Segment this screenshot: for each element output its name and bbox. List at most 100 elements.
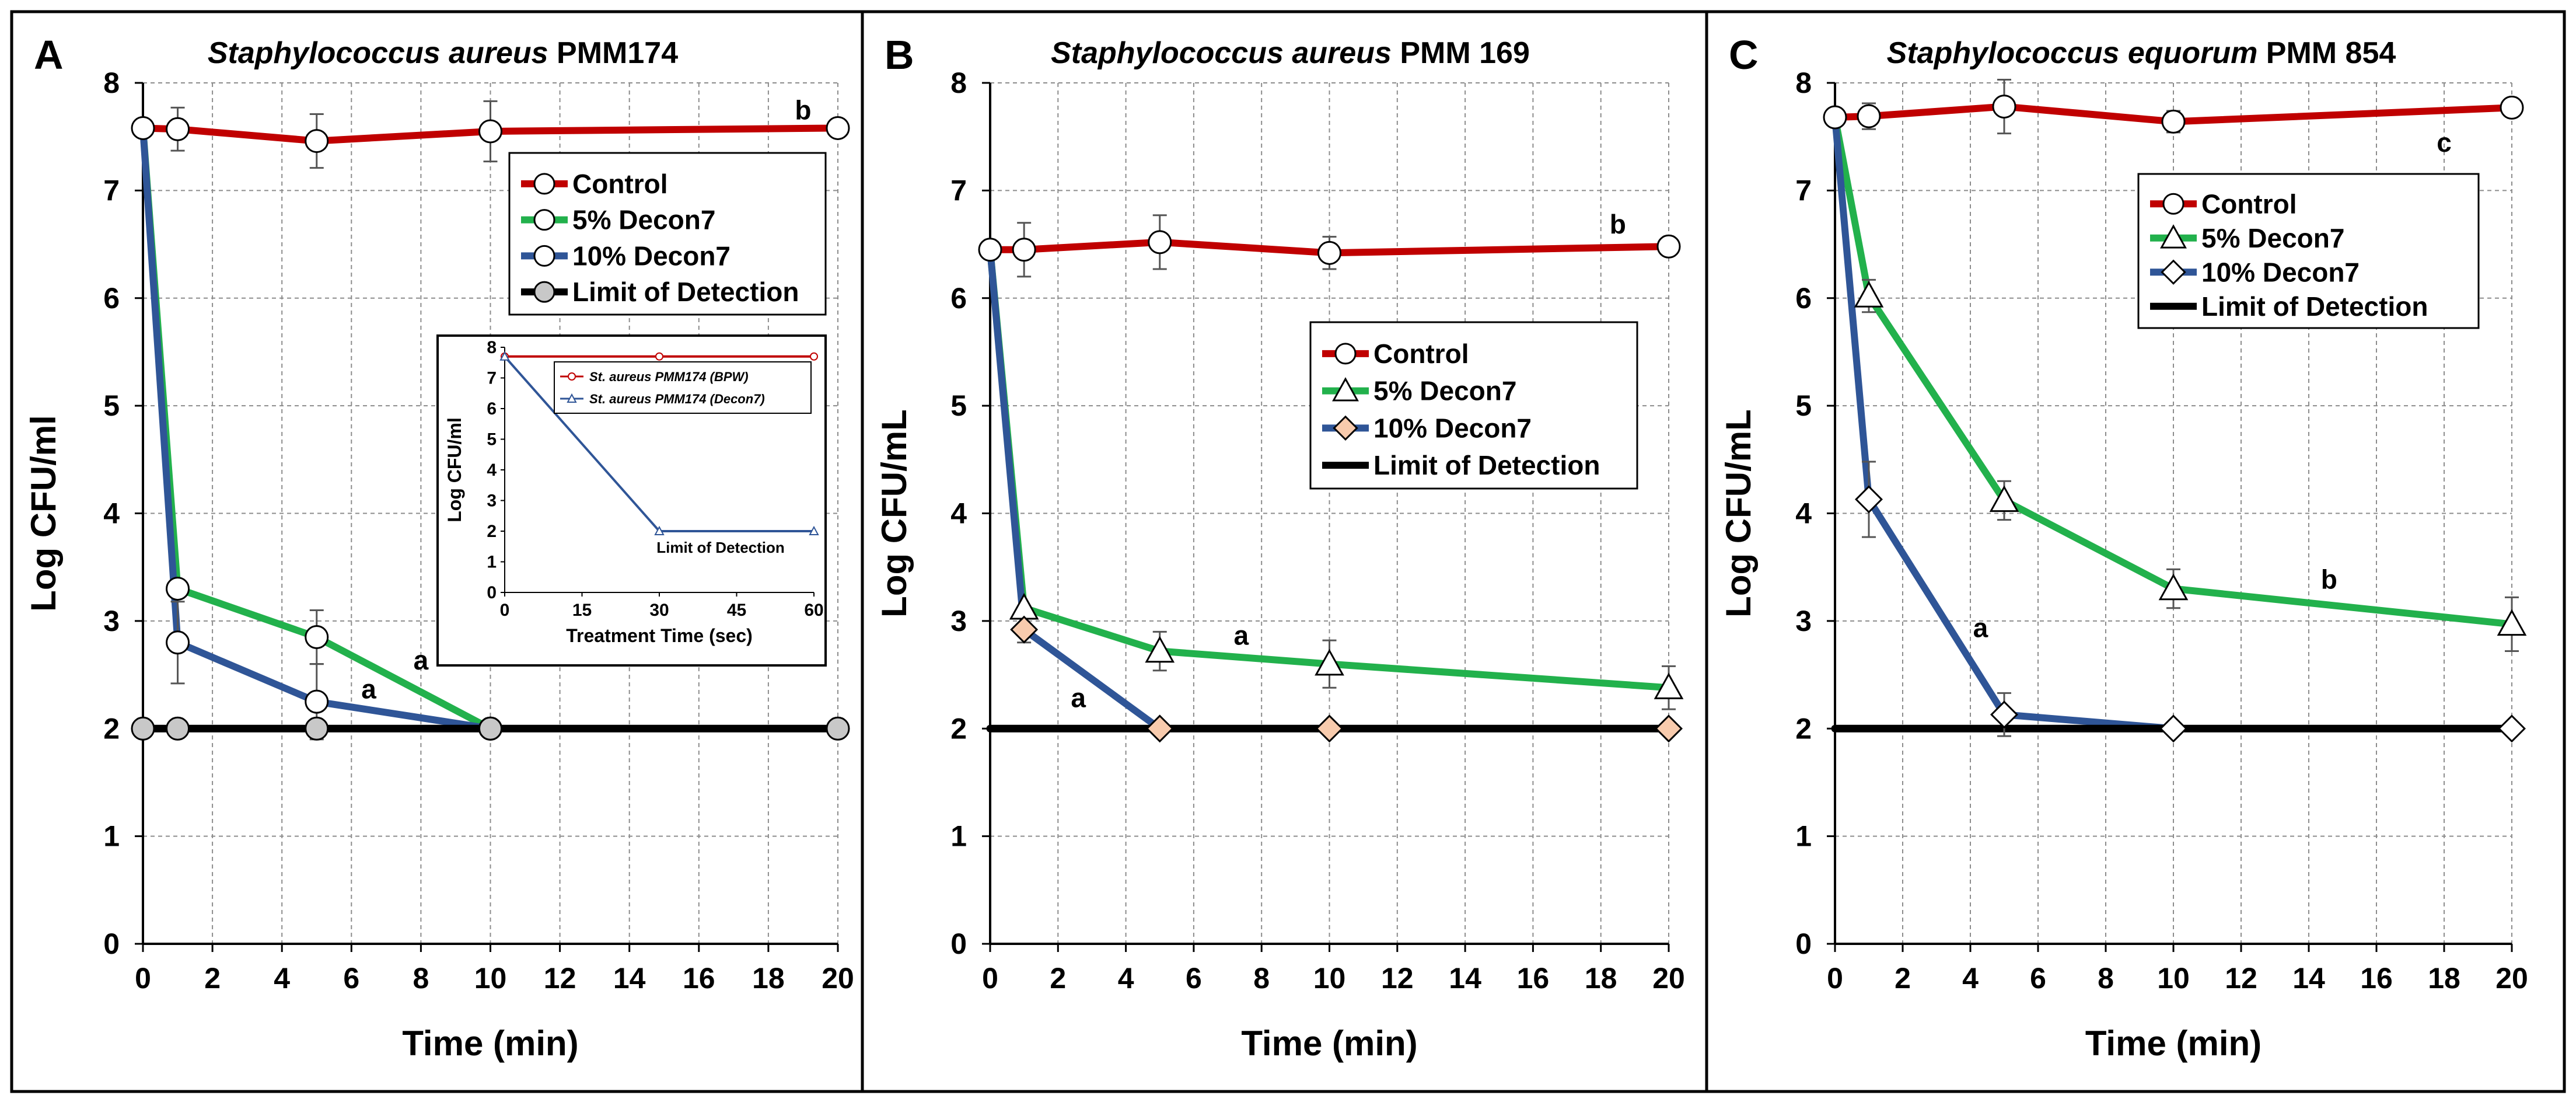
panel-letter: C xyxy=(1729,32,1759,78)
inset-y-tick-label: 6 xyxy=(487,399,497,419)
data-point xyxy=(1315,648,1344,676)
data-point xyxy=(1989,485,2019,512)
data-point xyxy=(1854,281,1884,308)
x-axis-label: Time (min) xyxy=(2085,1024,2262,1063)
significance-label: b xyxy=(795,95,811,125)
inset-legend-label: St. aureus PMM174 (BPW) xyxy=(589,369,749,384)
legend-label: Control xyxy=(572,169,668,199)
x-tick-label: 4 xyxy=(274,962,290,995)
legend-label: 5% Decon7 xyxy=(2201,223,2344,253)
data-point xyxy=(1992,95,2016,119)
data-point xyxy=(1654,672,1684,699)
data-point xyxy=(1857,104,1881,128)
x-tick-label: 8 xyxy=(2098,962,2114,995)
x-tick-label: 18 xyxy=(1585,962,1617,995)
data-point xyxy=(978,238,1002,262)
legend-marker xyxy=(1334,343,1357,365)
x-tick-label: 14 xyxy=(613,962,646,995)
inset-x-tick-label: 60 xyxy=(804,601,823,620)
x-tick-label: 14 xyxy=(2292,962,2325,995)
legend-box xyxy=(508,152,827,316)
panel-letter: A xyxy=(34,32,64,78)
y-axis-label: Log CFU/mL xyxy=(875,409,914,618)
y-tick-label: 0 xyxy=(1795,927,1812,960)
legend: Control 5% Decon7 10% Decon7 Limit of Detec… xyxy=(1309,321,1638,490)
data-point xyxy=(131,116,155,140)
legend-marker xyxy=(533,173,555,195)
x-tick-label: 4 xyxy=(1118,962,1134,995)
x-tick-label: 2 xyxy=(1050,962,1066,995)
inset-data-point xyxy=(655,352,663,361)
inset-y-tick-label: 0 xyxy=(487,583,497,602)
y-tick-label: 6 xyxy=(950,282,967,315)
inset-data-point xyxy=(809,525,819,535)
legend-label: 10% Decon7 xyxy=(1373,413,1532,443)
inset-data-point xyxy=(654,525,665,535)
significance-label: a xyxy=(1071,682,1086,713)
inset-legend-marker xyxy=(568,372,576,381)
y-tick-label: 0 xyxy=(950,927,967,960)
significance-label: a xyxy=(1234,620,1249,650)
x-tick-label: 12 xyxy=(2225,962,2257,995)
y-tick-label: 2 xyxy=(950,712,967,745)
x-tick-label: 18 xyxy=(752,962,785,995)
x-tick-label: 6 xyxy=(343,962,359,995)
x-tick-label: 14 xyxy=(1449,962,1481,995)
legend-label: Control xyxy=(2201,189,2297,219)
legend-label: Control xyxy=(1373,339,1469,369)
legend-label: 10% Decon7 xyxy=(572,240,730,271)
x-tick-label: 12 xyxy=(544,962,576,995)
x-tick-label: 16 xyxy=(683,962,715,995)
x-axis-label: Time (min) xyxy=(1241,1024,1417,1063)
x-tick-label: 20 xyxy=(2495,962,2528,995)
data-point xyxy=(1317,240,1341,265)
x-tick-label: 10 xyxy=(2157,962,2190,995)
legend-label: 10% Decon7 xyxy=(2201,257,2360,287)
significance-label: b xyxy=(2321,564,2337,595)
data-point xyxy=(166,577,190,601)
y-tick-label: 3 xyxy=(1795,605,1812,637)
inset-x-tick-label: 15 xyxy=(572,601,592,620)
significance-label: a xyxy=(361,674,376,705)
legend-marker xyxy=(533,281,555,303)
y-axis-label: Log CFU/ml xyxy=(24,415,63,612)
x-tick-label: 20 xyxy=(1652,962,1685,995)
data-point xyxy=(826,716,850,741)
legend: Control 5% Decon7 10% Decon7 Limit of Detec… xyxy=(508,152,827,316)
y-tick-label: 7 xyxy=(950,174,967,207)
data-point xyxy=(305,689,329,714)
x-tick-label: 10 xyxy=(474,962,507,995)
legend-label: Limit of Detection xyxy=(572,277,799,307)
panel-letter: B xyxy=(885,32,914,78)
x-tick-label: 10 xyxy=(1313,962,1346,995)
legend-marker xyxy=(1333,415,1358,441)
data-point xyxy=(1010,615,1039,644)
y-tick-label: 2 xyxy=(1795,712,1812,745)
data-point xyxy=(1145,636,1175,663)
x-tick-label: 0 xyxy=(982,962,998,995)
data-point xyxy=(166,630,190,655)
significance-label: b xyxy=(1610,209,1626,239)
inset-y-tick-label: 4 xyxy=(487,461,497,480)
y-tick-label: 6 xyxy=(1795,282,1812,315)
legend: Control 5% Decon7 10% Decon7 Limit of Detec… xyxy=(2137,173,2480,329)
significance-label: a xyxy=(414,645,429,675)
legend-box xyxy=(1309,321,1638,490)
legend-marker xyxy=(2162,193,2184,215)
legend-box xyxy=(2137,173,2480,329)
x-tick-label: 20 xyxy=(822,962,854,995)
x-tick-label: 12 xyxy=(1381,962,1414,995)
data-point xyxy=(826,116,850,140)
data-point xyxy=(1656,234,1681,259)
data-point xyxy=(478,119,502,144)
inset-x-axis-label: Treatment Time (sec) xyxy=(566,625,753,646)
y-tick-label: 3 xyxy=(103,605,120,637)
inset-y-axis-label: Log CFU/ml xyxy=(444,417,465,522)
data-point xyxy=(2498,714,2526,743)
legend-label: 5% Decon7 xyxy=(1373,376,1516,406)
panel-frame-2 xyxy=(1705,10,2566,1093)
inset-y-tick-label: 8 xyxy=(487,338,497,357)
y-tick-label: 7 xyxy=(103,174,120,207)
